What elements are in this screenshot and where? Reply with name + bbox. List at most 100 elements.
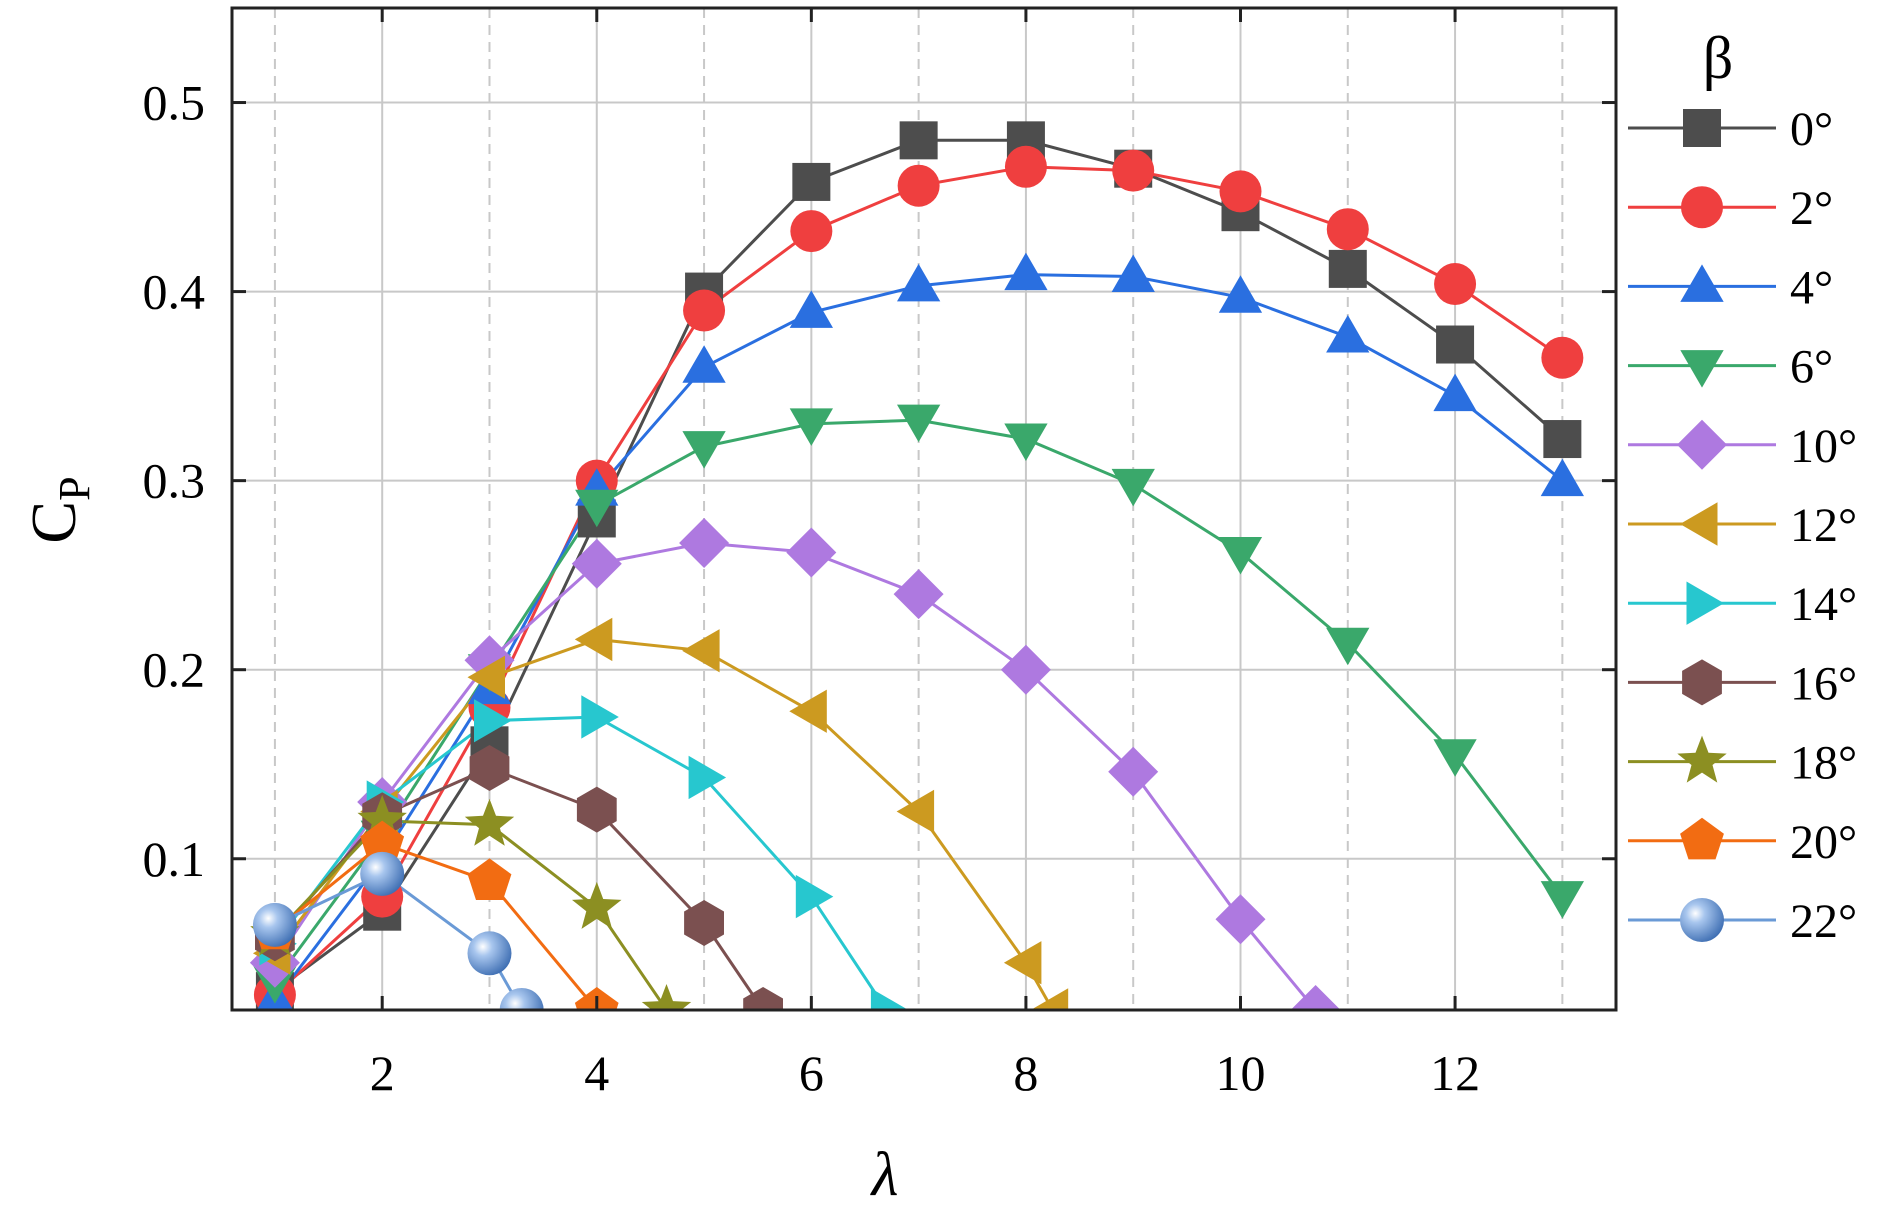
legend-item: 16° [1628, 657, 1857, 710]
series-line [274, 872, 524, 1010]
y-tick-label: 0.3 [143, 453, 206, 509]
legend-item: 0° [1628, 103, 1833, 156]
legend-marker [1683, 109, 1721, 147]
data-point [1030, 988, 1069, 1010]
ticks [232, 8, 1616, 1010]
data-point [897, 263, 941, 302]
data-point [572, 881, 622, 929]
data-point [684, 900, 724, 946]
series-line [273, 841, 598, 1010]
data-point [360, 851, 405, 896]
data-point [576, 786, 617, 833]
data-point [1326, 208, 1369, 251]
data-point [464, 798, 515, 846]
legend-item: 2° [1628, 182, 1833, 235]
y-tick-label: 0.4 [143, 264, 206, 320]
x-tick-labels: 2 4 6 8 10 12 [370, 1045, 1480, 1101]
legend-marker [1680, 350, 1724, 388]
legend-marker [1680, 502, 1718, 546]
data-point [897, 164, 940, 207]
data-point [360, 820, 405, 863]
data-point [795, 874, 834, 919]
legend-item: 18° [1628, 735, 1857, 790]
legend-marker [1680, 264, 1724, 302]
y-tick-label: 0.5 [143, 75, 206, 131]
data-point [792, 162, 831, 201]
x-tick-label: 6 [799, 1045, 824, 1101]
y-axis-title-main: C [18, 501, 89, 544]
x-tick-label: 4 [584, 1045, 609, 1101]
data-point [682, 345, 726, 383]
legend-marker [1681, 186, 1723, 229]
data-point [896, 789, 935, 834]
data-point [1111, 468, 1155, 507]
data-point [1000, 644, 1051, 695]
data-point [789, 408, 833, 446]
legend-label: 4° [1790, 261, 1833, 314]
legend-label: 10° [1790, 420, 1857, 473]
data-point [1326, 315, 1370, 353]
data-point [682, 629, 720, 673]
data-point [1433, 373, 1477, 412]
y-tick-labels: 0.1 0.2 0.3 0.4 0.5 [143, 75, 206, 887]
data-point [574, 617, 613, 662]
x-axis-title: λ [870, 1141, 899, 1209]
legend-label: 22° [1790, 895, 1857, 948]
data-point [1004, 145, 1047, 188]
svg-text:CP: CP [18, 476, 99, 543]
data-point [1326, 627, 1370, 666]
data-point [474, 699, 512, 743]
data-point [1436, 325, 1475, 364]
data-point [1434, 263, 1477, 306]
data-point [641, 984, 692, 1010]
legend-marker [1682, 659, 1722, 706]
x-tick-label: 12 [1430, 1045, 1480, 1101]
data-point [789, 689, 827, 733]
data-point [357, 794, 407, 842]
data-point [571, 538, 622, 589]
data-point [1541, 336, 1584, 379]
data-point [743, 987, 783, 1010]
legend-marker [1686, 581, 1724, 625]
data-point [1218, 537, 1263, 575]
y-axis-title: CP [18, 476, 99, 543]
legend-marker [1677, 735, 1727, 783]
data-point [1112, 149, 1155, 192]
data-point [467, 931, 512, 976]
data-point [575, 489, 619, 528]
legend-item: 20° [1628, 816, 1857, 869]
data-point [1540, 881, 1584, 919]
legend-label: 18° [1790, 737, 1857, 790]
data-point [467, 655, 505, 699]
y-tick-label: 0.1 [143, 831, 206, 887]
x-tick-label: 10 [1215, 1045, 1265, 1101]
y-tick-label: 0.2 [143, 642, 206, 698]
legend-marker [1680, 817, 1724, 860]
x-tick-label: 2 [370, 1045, 395, 1101]
data-point [1108, 746, 1159, 797]
data-point [1218, 275, 1263, 313]
legend-label: 12° [1790, 499, 1857, 552]
legend-marker [1680, 898, 1724, 942]
data-point [1004, 252, 1048, 291]
data-point [897, 404, 941, 443]
legend-label: 0° [1790, 103, 1833, 156]
data-point [679, 518, 730, 568]
x-tick-label: 8 [1013, 1045, 1038, 1101]
legend-marker [1677, 419, 1727, 470]
data-point [1543, 420, 1582, 459]
data-point [467, 858, 512, 900]
legend-item: 4° [1628, 261, 1833, 314]
data-point [499, 988, 544, 1010]
legend-item: 22° [1628, 895, 1857, 948]
data-point [1111, 254, 1155, 292]
data-point [1328, 249, 1367, 288]
data-point [1433, 739, 1477, 777]
data-point [1219, 170, 1262, 213]
legend-item: 10° [1628, 419, 1857, 473]
data-point [1003, 941, 1042, 985]
data-point [1215, 894, 1266, 945]
legend-item: 6° [1628, 341, 1833, 394]
legend-item: 12° [1628, 499, 1857, 552]
